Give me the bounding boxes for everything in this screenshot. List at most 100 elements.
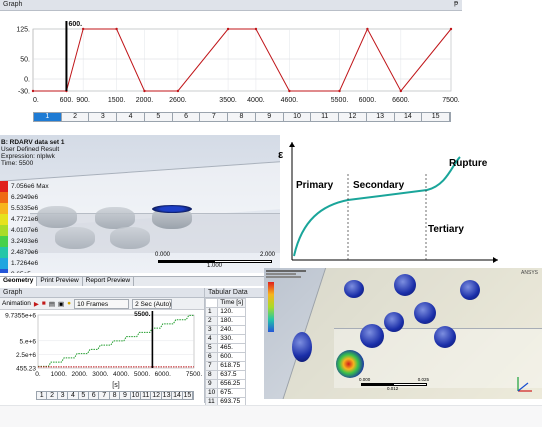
top-graph-title: Graph [3, 1, 23, 8]
legend-swatch [0, 192, 8, 203]
bottom-step-tab-6[interactable]: 6 [89, 392, 100, 399]
time-cell[interactable]: 637.5 [217, 370, 247, 380]
time-cell[interactable]: 600. [217, 352, 247, 362]
step-tab-1[interactable]: 1 [34, 113, 62, 121]
step-tab-14[interactable]: 14 [395, 113, 423, 121]
table-row[interactable]: 8 637.5 [204, 370, 247, 380]
row-index: 5 [204, 343, 219, 353]
ball-contour [360, 324, 384, 348]
bottom-step-tab-3[interactable]: 3 [58, 392, 69, 399]
y-tick-label: 9.7355e+6 [5, 313, 36, 320]
y-tick-label: 0. [24, 77, 30, 84]
step-tab-6[interactable]: 6 [173, 113, 201, 121]
time-cell[interactable]: 656.25 [217, 379, 247, 389]
result-viewport[interactable]: B: RDARV data set 1 User Defined Result … [0, 135, 280, 273]
time-cell[interactable]: 465. [217, 343, 247, 353]
legend-swatch [0, 214, 8, 225]
bottom-step-tab-2[interactable]: 2 [47, 392, 58, 399]
bottom-step-tab-4[interactable]: 4 [68, 392, 79, 399]
tab-geometry[interactable]: Geometry [0, 277, 38, 286]
ball-contour [292, 332, 312, 362]
model-scale-graphic [361, 383, 427, 386]
ansys-logo: ANSYS [521, 270, 538, 276]
bulb-icon[interactable]: ● [67, 300, 72, 307]
step-tab-11[interactable]: 11 [311, 113, 340, 121]
bottom-graph-panel: Graph Animation ▶ ■ ▤ ▣ ● 10 Frames 2 Se… [0, 288, 205, 403]
time-cell[interactable]: 618.75 [217, 361, 247, 371]
time-cell[interactable]: 180. [217, 316, 247, 326]
step-tab-5[interactable]: 5 [145, 113, 173, 121]
legend-row: 4.0107e6 [0, 225, 50, 236]
table-row[interactable]: 5 465. [204, 343, 247, 353]
scale-label-0: 0.000 [155, 252, 171, 258]
tabular-header-row: Time [s] [204, 298, 247, 308]
frames-icon[interactable]: ▤ [48, 300, 55, 308]
legend-label: 7.056e6 Max [11, 183, 49, 190]
table-row[interactable]: 10 675. [204, 388, 247, 398]
table-row[interactable]: 2 180. [204, 316, 247, 326]
ball-contour-hot [336, 350, 364, 378]
data-point [226, 27, 230, 31]
y-tick-label: 5.e+6 [20, 338, 37, 345]
time-cell[interactable]: 240. [217, 325, 247, 335]
legend-swatch [0, 247, 8, 258]
step-tab-2[interactable]: 2 [62, 113, 90, 121]
table-row[interactable]: 3 240. [204, 325, 247, 335]
step-tab-12[interactable]: 12 [339, 113, 367, 121]
bottom-step-tab-7[interactable]: 7 [99, 392, 110, 399]
bottom-step-tab-1[interactable]: 1 [37, 392, 48, 399]
row-index: 6 [204, 352, 219, 362]
row-index: 2 [204, 316, 219, 326]
bottom-step-tab-14[interactable]: 14 [173, 392, 183, 399]
bottom-step-tab-11[interactable]: 11 [141, 392, 152, 399]
frames-select[interactable]: 10 Frames [74, 298, 130, 309]
step-tab-9[interactable]: 9 [256, 113, 284, 121]
legend-row: 5.5335e6 [0, 203, 50, 214]
legend-row: 7.056e6 Max [0, 181, 50, 192]
table-row[interactable]: 9 656.25 [204, 379, 247, 389]
tabular-header[interactable]: Time [s] [217, 298, 247, 308]
bottom-step-tab-8[interactable]: 8 [110, 392, 121, 399]
step-tab-15[interactable]: 15 [422, 113, 451, 121]
animation-label: Animation [2, 300, 31, 307]
bottom-step-tab-12[interactable]: 12 [152, 392, 162, 399]
ball-contour [344, 280, 364, 298]
table-row[interactable]: 1 120. [204, 307, 247, 317]
row-index: 8 [204, 370, 219, 380]
step-tab-4[interactable]: 4 [117, 113, 145, 121]
step-tab-8[interactable]: 8 [228, 113, 256, 121]
result-title: B: RDARV data set 1 [1, 139, 65, 146]
step-tab-13[interactable]: 13 [367, 113, 395, 121]
time-cell[interactable]: 330. [217, 334, 247, 344]
stage-tertiary-label: Tertiary [428, 224, 464, 235]
model-header-line [266, 273, 296, 275]
tab-print-preview[interactable]: Print Preview [37, 277, 83, 286]
legend-label: 5.5335e6 [11, 205, 39, 212]
time-cell[interactable]: 120. [217, 307, 247, 317]
step-tab-3[interactable]: 3 [89, 113, 118, 121]
bottom-step-tab-5[interactable]: 5 [79, 392, 90, 399]
table-row[interactable]: 4 330. [204, 334, 247, 344]
play-icon[interactable]: ▶ [33, 300, 39, 308]
time-cell[interactable]: 675. [217, 388, 247, 398]
bottom-step-tab-15[interactable]: 15 [183, 392, 194, 399]
table-row[interactable]: 7 618.75 [204, 361, 247, 371]
pin-icon[interactable]: ᵽ [454, 0, 458, 7]
right-model-viewport[interactable]: 0.000 0.025 0.012 ANSYS [264, 268, 542, 399]
row-index: 7 [204, 361, 219, 371]
tabular-corner [204, 298, 219, 308]
step-tab-7[interactable]: 7 [200, 113, 229, 121]
bottom-step-tab-13[interactable]: 13 [162, 392, 173, 399]
legend-label: 4.7721e6 [11, 216, 39, 223]
data-point [143, 89, 146, 93]
stop-icon[interactable]: ■ [41, 300, 46, 307]
step-tab-10[interactable]: 10 [284, 113, 312, 121]
bottom-step-tab-9[interactable]: 9 [120, 392, 131, 399]
table-row[interactable]: 6 600. [204, 352, 247, 362]
legend-row: 6.2949e6 [0, 192, 50, 203]
bottom-step-tab-10[interactable]: 10 [131, 392, 142, 399]
seconds-select[interactable]: 2 Sec (Auto) [132, 298, 173, 309]
export-icon[interactable]: ▣ [58, 300, 65, 308]
tab-report-preview[interactable]: Report Preview [83, 277, 135, 286]
x-tick-label: 900. [76, 97, 90, 104]
